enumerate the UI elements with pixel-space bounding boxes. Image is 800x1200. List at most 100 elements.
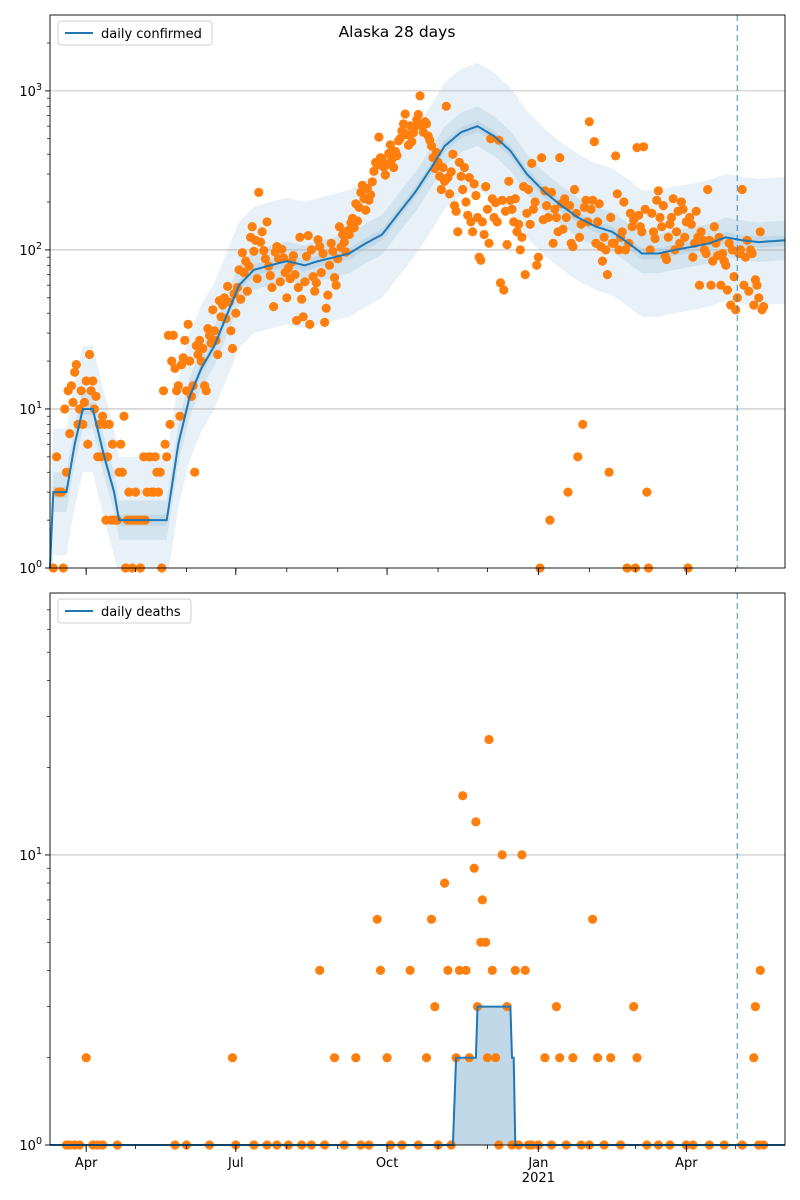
data-point: [716, 280, 726, 290]
data-point: [104, 419, 114, 429]
data-point: [173, 381, 183, 391]
data-point: [326, 238, 336, 248]
data-point: [510, 965, 520, 976]
data-point: [440, 878, 450, 888]
data-point: [415, 91, 425, 101]
legend-label: daily confirmed: [101, 27, 202, 42]
y-tick-label: 101: [19, 846, 42, 864]
data-point: [617, 227, 627, 237]
data-point: [351, 1053, 361, 1063]
data-point: [52, 452, 62, 462]
data-point: [491, 1053, 501, 1063]
data-point: [112, 515, 122, 525]
data-point: [160, 439, 170, 449]
data-point: [584, 117, 594, 127]
data-point: [298, 312, 308, 322]
data-point: [162, 452, 172, 462]
data-point: [755, 227, 765, 237]
data-point: [344, 229, 354, 240]
data-point: [744, 286, 754, 296]
data-point: [84, 349, 95, 360]
data-point: [593, 217, 603, 227]
data-point: [262, 217, 272, 227]
data-point: [168, 330, 178, 340]
deaths-axes-frame: [49, 592, 786, 1146]
x-tick-label: Jan: [527, 1156, 548, 1171]
data-point: [413, 109, 423, 120]
data-point: [586, 204, 596, 214]
data-point: [604, 467, 614, 477]
data-point: [150, 452, 160, 462]
data-point: [517, 850, 527, 860]
confirmed-points: [48, 91, 769, 573]
data-point: [81, 1053, 91, 1063]
data-point: [709, 222, 719, 232]
data-point: [392, 151, 402, 161]
data-point: [581, 195, 591, 205]
data-point: [367, 177, 377, 187]
data-point: [523, 184, 534, 195]
data-point: [60, 404, 70, 414]
data-point: [242, 286, 252, 296]
deaths-legend: daily deaths: [57, 598, 192, 624]
data-point: [213, 349, 223, 360]
data-point: [68, 397, 78, 407]
data-point: [426, 141, 437, 151]
confirmed-legend: daily confirmed: [57, 20, 213, 46]
data-point: [540, 1053, 550, 1063]
data-point: [555, 153, 565, 163]
data-point: [366, 190, 376, 200]
data-point: [499, 285, 509, 295]
data-point: [650, 233, 660, 244]
data-point: [303, 231, 313, 241]
y-tick-label: 103: [19, 82, 42, 100]
data-point: [454, 965, 464, 976]
data-point: [560, 194, 570, 204]
data-point: [247, 222, 257, 232]
data-point: [532, 260, 542, 270]
data-point: [153, 487, 164, 497]
x-tick-label: Apr: [75, 1156, 98, 1171]
y-tick-exponent: 0: [36, 559, 42, 570]
data-point: [588, 914, 598, 924]
data-point: [510, 194, 520, 204]
data-point: [755, 965, 765, 976]
data-point: [453, 227, 463, 237]
data-point: [606, 212, 616, 223]
x-tick-label: Jul: [227, 1156, 244, 1171]
confirmed-grid: [50, 90, 785, 410]
data-point: [551, 212, 562, 223]
data-point: [321, 303, 331, 313]
legend-label: daily deaths: [101, 605, 181, 620]
data-point: [502, 240, 512, 250]
data-point: [468, 227, 478, 237]
data-point: [464, 173, 474, 183]
data-point: [301, 251, 312, 261]
x-tick-sublabel: 2021: [522, 1171, 555, 1186]
data-point: [436, 184, 446, 195]
y-tick-base: 10: [19, 244, 36, 259]
data-point: [318, 248, 328, 259]
data-point: [257, 227, 267, 237]
data-point: [652, 195, 662, 205]
data-point: [747, 248, 757, 259]
data-point: [315, 965, 325, 976]
data-point: [320, 317, 330, 327]
data-point: [688, 252, 698, 262]
data-point: [543, 212, 553, 223]
data-point: [611, 151, 621, 161]
data-point: [195, 335, 205, 345]
data-point: [277, 244, 287, 254]
data-point: [124, 487, 134, 497]
data-point: [731, 305, 741, 315]
data-point: [492, 217, 502, 227]
data-point: [701, 248, 711, 259]
data-point: [372, 914, 382, 924]
data-point: [750, 1002, 761, 1012]
data-point: [201, 386, 211, 396]
y-tick-exponent: 3: [36, 82, 42, 93]
y-tick-label: 101: [19, 400, 42, 418]
y-tick-exponent: 1: [36, 400, 42, 411]
y-tick-label: 100: [19, 559, 42, 577]
